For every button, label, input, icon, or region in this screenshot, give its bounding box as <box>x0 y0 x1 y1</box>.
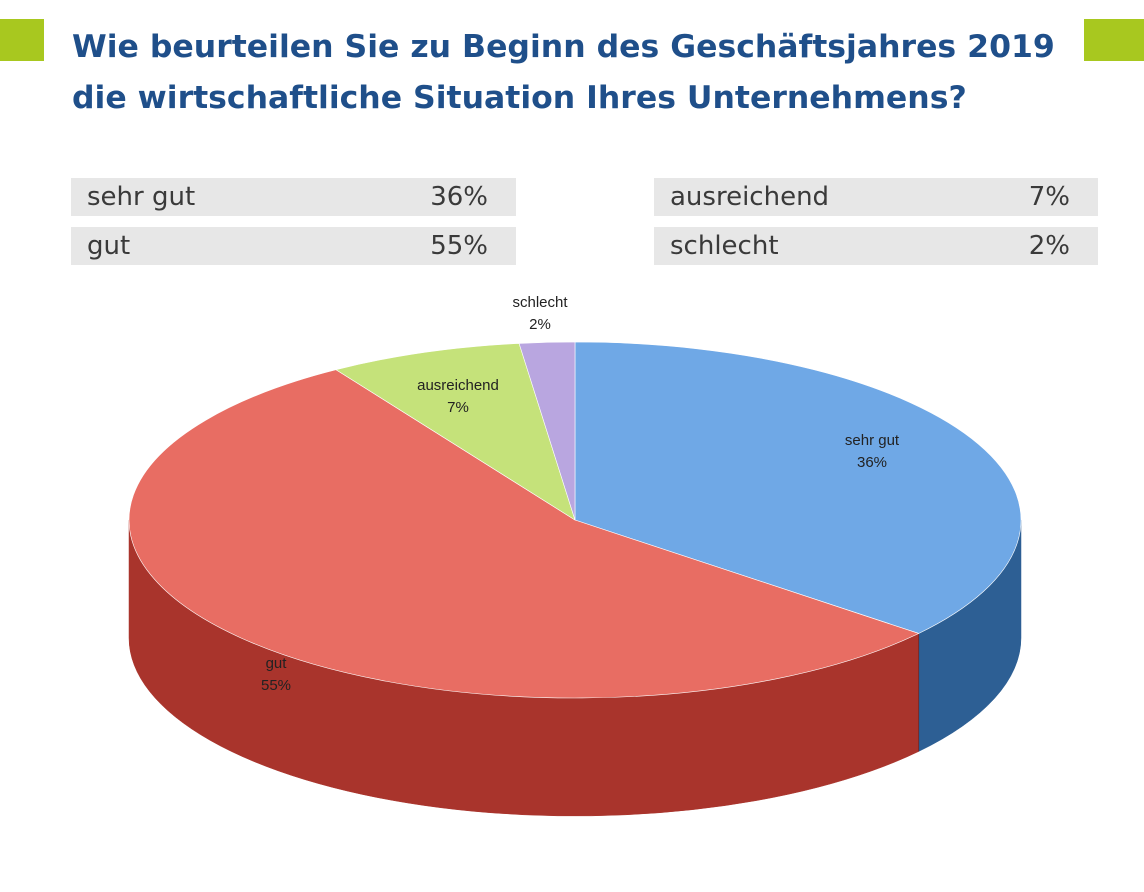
legend-row-schlecht: schlecht 2% <box>654 227 1098 265</box>
pie-top <box>128 341 1022 699</box>
title-line-1: Wie beurteilen Sie zu Beginn des Geschäf… <box>72 29 1055 65</box>
pie-label-name: ausreichend <box>417 377 499 394</box>
accent-bar-left <box>0 19 44 61</box>
pie-chart: sehr gut 36% gut 55% ausreichend 7% schlecht 2% <box>128 294 1022 817</box>
legend-row-gut: gut 55% <box>71 227 516 265</box>
pie-data-label: gut 55% <box>261 655 291 694</box>
legend-label: ausreichend <box>670 182 830 212</box>
legend-label: gut <box>87 231 131 261</box>
pie-label-value: 36% <box>857 454 887 471</box>
pie-label-value: 7% <box>447 399 469 416</box>
pie-label-name: gut <box>266 655 288 672</box>
pie-label-value: 55% <box>261 677 291 694</box>
legend-value: 2% <box>1028 231 1070 261</box>
pie-label-name: sehr gut <box>845 432 900 449</box>
accent-bar-right <box>1084 19 1144 61</box>
pie-slice-ausreichend <box>335 343 576 521</box>
pie-data-label: sehr gut 36% <box>845 432 900 471</box>
legend-value: 55% <box>430 231 488 261</box>
page-title: Wie beurteilen Sie zu Beginn des Geschäf… <box>72 22 1055 124</box>
legend-value: 36% <box>430 182 488 212</box>
pie-labels: sehr gut 36% gut 55% ausreichend 7% schlecht 2% <box>261 294 900 694</box>
pie-slice-gut <box>128 369 920 699</box>
pie-slice-schlecht <box>518 341 576 521</box>
pie-data-label: ausreichend 7% <box>417 377 499 416</box>
legend-row-sehr-gut: sehr gut 36% <box>71 178 516 216</box>
pie-slice-sehr-gut <box>574 341 1022 634</box>
legend-label: sehr gut <box>87 182 196 212</box>
legend-value: 7% <box>1028 182 1070 212</box>
title-line-2: die wirtschaftliche Situation Ihres Unte… <box>72 80 967 116</box>
legend-row-ausreichend: ausreichend 7% <box>654 178 1098 216</box>
pie-data-label: schlecht 2% <box>512 294 568 333</box>
legend-label: schlecht <box>670 231 779 261</box>
pie-label-name: schlecht <box>512 294 568 311</box>
pie-label-value: 2% <box>529 316 551 333</box>
